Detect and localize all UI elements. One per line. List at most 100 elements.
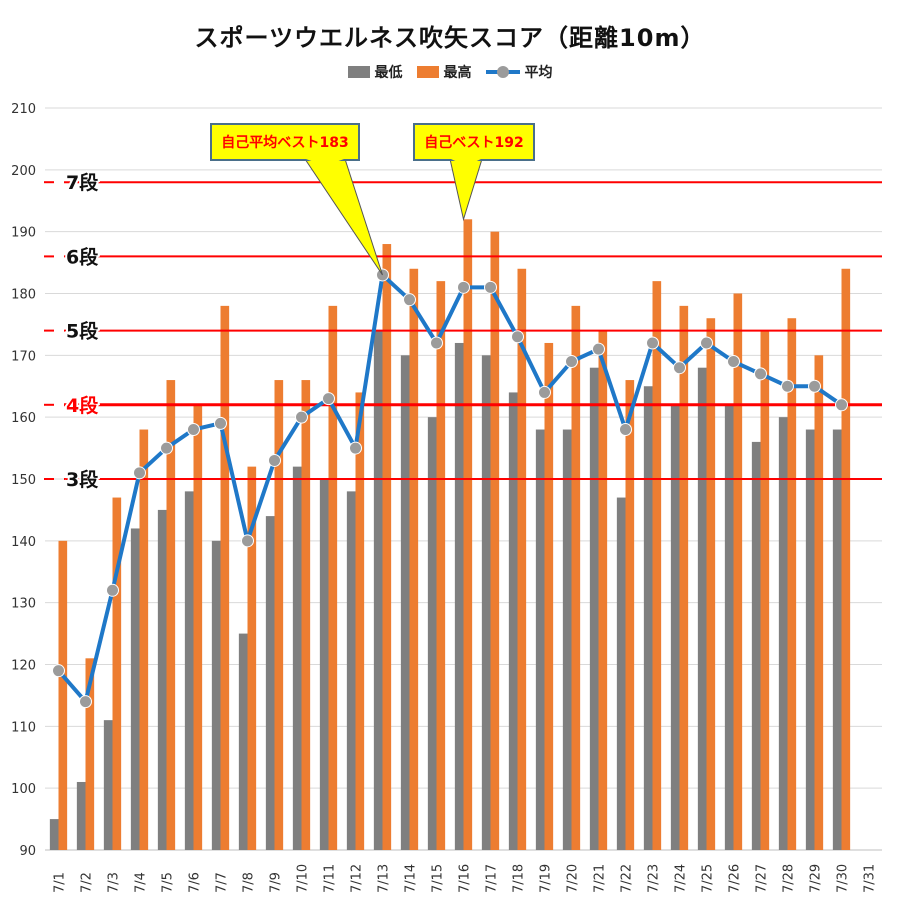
bar-max (85, 658, 95, 850)
callout-box (210, 123, 360, 161)
x-tick-label: 7/16 (458, 864, 473, 893)
x-tick-label: 7/3 (107, 872, 122, 893)
legend-swatch-min (347, 66, 370, 78)
avg-line (56, 272, 843, 704)
bar-max (706, 318, 716, 850)
bar-max (787, 318, 797, 850)
x-tick-label: 7/21 (593, 864, 608, 893)
avg-marker (241, 534, 254, 548)
y-tick-label: 90 (19, 844, 36, 859)
avg-marker (133, 466, 146, 480)
avg-marker (646, 336, 659, 350)
bar-max (112, 497, 122, 850)
avg-marker (187, 423, 200, 437)
bar-max (598, 330, 608, 851)
avg-marker (565, 355, 578, 369)
bar-min (157, 509, 167, 850)
x-tick-label: 7/23 (647, 864, 662, 893)
x-tick-label: 7/24 (674, 864, 689, 893)
avg-marker (673, 361, 686, 375)
x-tick-label: 7/17 (485, 864, 500, 893)
y-tick-label: 110 (11, 720, 36, 735)
bar-min (805, 429, 815, 850)
bar-min (184, 491, 194, 850)
legend-label-min: 最低 (374, 65, 403, 81)
bar-min (778, 417, 788, 850)
legend-item-min: 最低 (347, 62, 403, 82)
bar-min (346, 491, 356, 850)
bar-min (697, 367, 707, 850)
y-tick-label: 210 (11, 102, 36, 117)
x-tick-label: 7/26 (728, 864, 743, 893)
bar-max (463, 219, 473, 851)
callout-pointer (304, 158, 383, 276)
callout-label: 自己平均ベスト183 (221, 134, 349, 151)
x-tick-label: 7/2 (80, 872, 95, 893)
x-tick-label: 7/13 (377, 864, 392, 893)
legend-swatch-max (416, 66, 439, 78)
avg-marker (592, 342, 605, 356)
x-tick-label: 7/18 (512, 864, 527, 893)
bar-min (265, 516, 275, 850)
bar-min (589, 367, 599, 850)
x-tick-label: 7/31 (863, 864, 878, 893)
legend-item-avg: 平均 (485, 62, 553, 82)
avg-marker (727, 355, 740, 369)
reference-label: 6段 (66, 245, 99, 268)
bar-min (481, 355, 491, 850)
avg-marker (79, 695, 92, 709)
callout-joint (306, 159, 344, 166)
bar-min (616, 497, 626, 850)
x-tick-label: 7/4 (134, 872, 149, 893)
bar-min (454, 342, 464, 850)
avg-marker (808, 379, 821, 393)
bar-max (436, 281, 446, 851)
bar-max (220, 305, 230, 850)
bar-min (670, 404, 680, 850)
bar-min (400, 355, 410, 850)
avg-marker (322, 392, 335, 406)
avg-marker (835, 398, 848, 412)
avg-marker (52, 664, 65, 678)
bar-max (139, 429, 149, 850)
bar-max (328, 305, 338, 850)
bar-min (103, 720, 113, 850)
x-tick-label: 7/7 (215, 872, 230, 893)
legend: 最低 最高 平均 (0, 62, 900, 82)
bar-min (211, 540, 221, 850)
avg-marker (619, 423, 632, 437)
avg-marker (484, 280, 497, 294)
bar-max (274, 380, 284, 850)
bar-min (724, 404, 734, 850)
bar-min (130, 528, 140, 850)
bar-min (832, 429, 842, 850)
callout-joint (451, 159, 481, 166)
avg-marker (214, 416, 227, 430)
bar-min (508, 392, 518, 850)
avg-marker (160, 441, 173, 455)
reference-label: 4段 (66, 394, 99, 417)
bar-min (562, 429, 572, 850)
x-tick-label: 7/27 (755, 864, 770, 893)
y-tick-label: 100 (11, 782, 36, 797)
bar-max (625, 380, 635, 850)
legend-line-avg (485, 66, 520, 78)
bar-min (319, 479, 329, 850)
y-tick-label: 120 (11, 659, 36, 674)
bar-min (373, 330, 383, 851)
bar-max (760, 330, 770, 851)
x-tick-label: 7/1 (53, 872, 68, 893)
legend-label-avg: 平均 (524, 65, 553, 81)
bar-max (571, 305, 581, 850)
x-tick-label: 7/20 (566, 864, 581, 893)
bar-max (841, 268, 851, 850)
avg-marker (700, 336, 713, 350)
x-tick-label: 7/14 (404, 864, 419, 893)
avg-marker (754, 367, 767, 381)
bar-max (733, 293, 743, 850)
bar-max (166, 380, 176, 850)
y-tick-label: 160 (11, 411, 36, 426)
y-tick-label: 140 (11, 535, 36, 550)
bar-min (49, 819, 59, 850)
